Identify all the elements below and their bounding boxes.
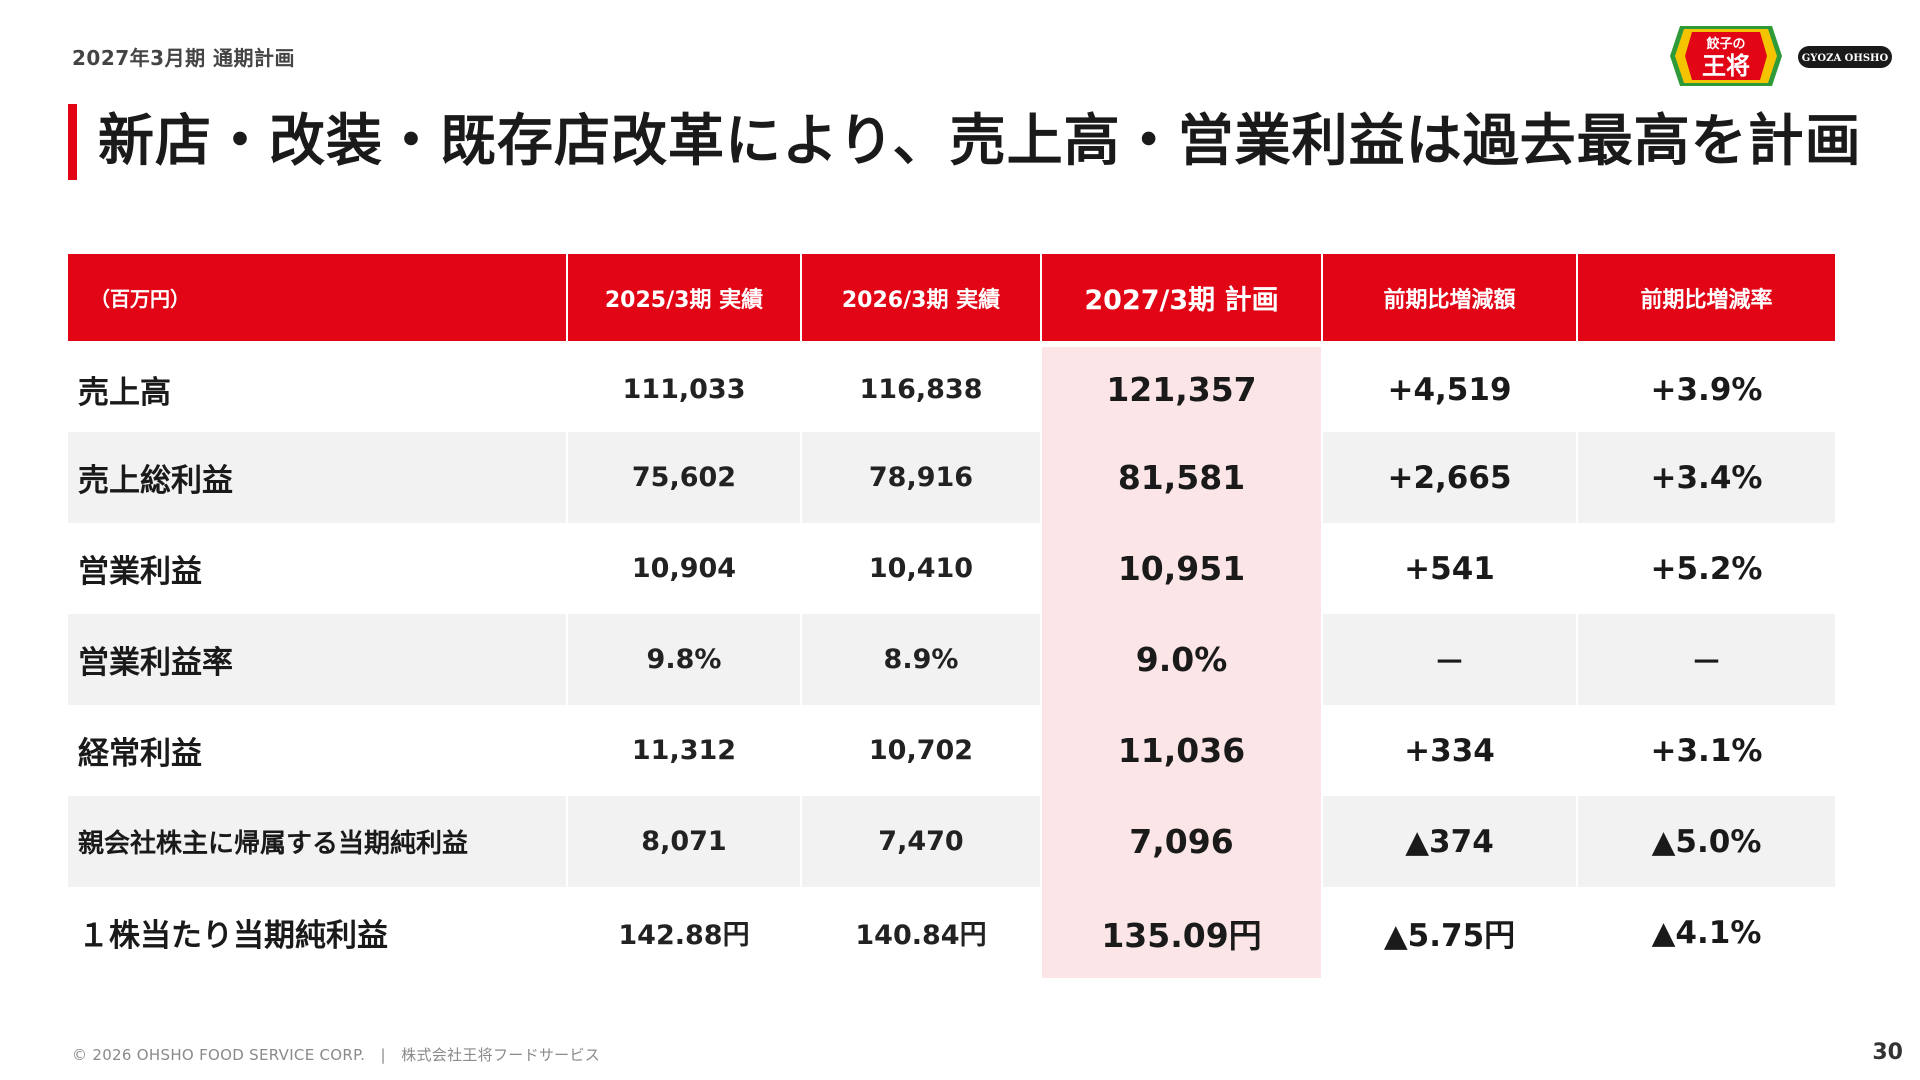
title-accent-bar [68, 104, 77, 180]
period-label: 2027年3月期 通期計画 [72, 46, 296, 70]
row-label: 営業利益 [68, 523, 568, 614]
row-label: １株当たり当期純利益 [68, 887, 568, 978]
row-label: 親会社株主に帰属する当期純利益 [68, 796, 568, 887]
cell-rate: +3.4% [1578, 432, 1835, 523]
table-row: 営業利益 10,904 10,410 10,951 +541 +5.2% [68, 523, 1835, 614]
cell-diff: +541 [1323, 523, 1578, 614]
cell-plan: 81,581 [1042, 432, 1323, 523]
cell-rate: +3.9% [1578, 341, 1835, 432]
company-logo: 餃子の 王将 GYOZA OHSHO [1670, 26, 1892, 88]
cell-fy2025: 75,602 [568, 432, 802, 523]
cell-fy2026: 140.84円 [802, 887, 1042, 978]
gyoza-ohsho-badge-logo: 餃子の 王将 [1670, 26, 1782, 86]
financial-plan-table: （百万円） 2025/3期 実績 2026/3期 実績 2027/3期 計画 前… [68, 254, 1835, 978]
cell-plan: 135.09円 [1042, 887, 1323, 978]
cell-diff: +2,665 [1323, 432, 1578, 523]
table-row: 営業利益率 9.8% 8.9% 9.0% － － [68, 614, 1835, 705]
cell-rate: － [1578, 614, 1835, 705]
table-row: 経常利益 11,312 10,702 11,036 +334 +3.1% [68, 705, 1835, 796]
cell-rate: ▲5.0% [1578, 796, 1835, 887]
cell-plan: 121,357 [1042, 341, 1323, 432]
table-header-row: （百万円） 2025/3期 実績 2026/3期 実績 2027/3期 計画 前… [68, 254, 1835, 341]
cell-fy2026: 10,410 [802, 523, 1042, 614]
svg-text:王将: 王将 [1702, 52, 1750, 80]
header-fy2027-plan: 2027/3期 計画 [1042, 254, 1323, 341]
cell-fy2026: 116,838 [802, 341, 1042, 432]
header-unit: （百万円） [68, 254, 568, 341]
header-yoy-change-amount: 前期比増減額 [1323, 254, 1578, 341]
cell-fy2026: 7,470 [802, 796, 1042, 887]
cell-plan: 10,951 [1042, 523, 1323, 614]
cell-fy2025: 9.8% [568, 614, 802, 705]
cell-fy2025: 8,071 [568, 796, 802, 887]
cell-diff: － [1323, 614, 1578, 705]
cell-fy2025: 111,033 [568, 341, 802, 432]
table-row: 売上総利益 75,602 78,916 81,581 +2,665 +3.4% [68, 432, 1835, 523]
cell-rate: ▲4.1% [1578, 887, 1835, 978]
svg-text:餃子の: 餃子の [1706, 36, 1745, 52]
cell-fy2026: 78,916 [802, 432, 1042, 523]
cell-fy2026: 10,702 [802, 705, 1042, 796]
cell-diff: +4,519 [1323, 341, 1578, 432]
cell-plan: 9.0% [1042, 614, 1323, 705]
cell-rate: +3.1% [1578, 705, 1835, 796]
table-row: １株当たり当期純利益 142.88円 140.84円 135.09円 ▲5.75… [68, 887, 1835, 978]
cell-diff: +334 [1323, 705, 1578, 796]
row-label: 経常利益 [68, 705, 568, 796]
copyright-footer: © 2026 OHSHO FOOD SERVICE CORP. | 株式会社王将… [72, 1046, 601, 1064]
svg-text:GYOZA OHSHO: GYOZA OHSHO [1802, 53, 1889, 64]
row-label: 売上総利益 [68, 432, 568, 523]
cell-fy2025: 142.88円 [568, 887, 802, 978]
cell-plan: 11,036 [1042, 705, 1323, 796]
cell-fy2025: 10,904 [568, 523, 802, 614]
gyoza-ohsho-wordmark: GYOZA OHSHO [1798, 46, 1892, 68]
table-row: 売上高 111,033 116,838 121,357 +4,519 +3.9% [68, 341, 1835, 432]
header-fy2025-actual: 2025/3期 実績 [568, 254, 802, 341]
cell-plan: 7,096 [1042, 796, 1323, 887]
header-fy2026-actual: 2026/3期 実績 [802, 254, 1042, 341]
cell-diff: ▲5.75円 [1323, 887, 1578, 978]
row-label: 売上高 [68, 341, 568, 432]
cell-fy2025: 11,312 [568, 705, 802, 796]
cell-rate: +5.2% [1578, 523, 1835, 614]
row-label: 営業利益率 [68, 614, 568, 705]
cell-fy2026: 8.9% [802, 614, 1042, 705]
table-row: 親会社株主に帰属する当期純利益 8,071 7,470 7,096 ▲374 ▲… [68, 796, 1835, 887]
page-number: 30 [1872, 1040, 1903, 1065]
header-yoy-change-rate: 前期比増減率 [1578, 254, 1835, 341]
page-title: 新店・改装・既存店改革により、売上高・営業利益は過去最高を計画 [98, 109, 1862, 174]
cell-diff: ▲374 [1323, 796, 1578, 887]
